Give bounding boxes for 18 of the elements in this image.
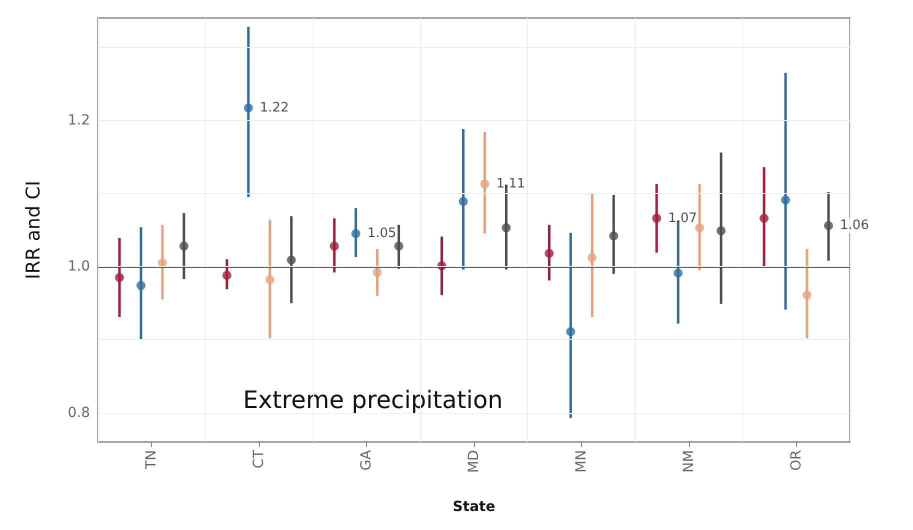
x-tick-label: NM [680, 450, 697, 473]
y-tick-label: 1.2 [68, 112, 90, 128]
data-label: 1.05 [367, 226, 396, 242]
annotation: Extreme precipitation [243, 386, 503, 414]
x-tick-label: MN [573, 450, 590, 473]
data-label: 1.06 [840, 218, 869, 234]
x-tick-label: CT [251, 450, 268, 468]
y-axis-title: IRR and CI [22, 180, 44, 280]
x-tick-label: TN [144, 450, 160, 470]
x-tick-label: MD [466, 450, 482, 473]
data-label: 1.11 [496, 176, 526, 192]
x-tick-label: GA [358, 450, 375, 470]
data-label: 1.22 [260, 100, 289, 116]
y-tick-label: 1.0 [68, 258, 90, 275]
x-axis-title: State [452, 499, 496, 515]
data-label: 1.07 [668, 210, 698, 226]
y-tick-label: 0.8 [68, 404, 90, 421]
x-tick-label: OR [788, 450, 804, 471]
